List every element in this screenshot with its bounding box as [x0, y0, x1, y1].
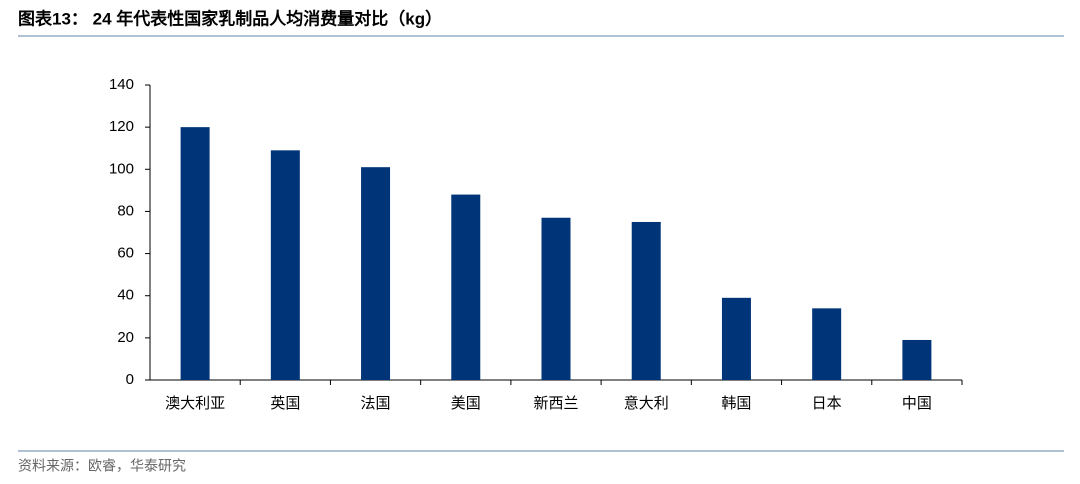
x-tick-label: 英国: [270, 394, 300, 412]
x-tick-label: 中国: [902, 395, 932, 412]
chart-title: 图表13： 24 年代表性国家乳制品人均消费量对比（kg）: [18, 8, 442, 28]
y-tick-label: 120: [109, 118, 134, 135]
x-tick-label: 法国: [361, 395, 391, 412]
x-tick-label: 日本: [812, 395, 842, 412]
x-tick-label: 澳大利亚: [165, 395, 225, 412]
bar: [631, 221, 661, 380]
x-tick-label: 美国: [451, 395, 481, 412]
y-tick-label: 40: [117, 287, 134, 304]
bar: [180, 127, 210, 381]
x-tick-label: 意大利: [624, 394, 669, 412]
y-tick-label: 20: [117, 329, 134, 346]
y-tick-label: 0: [126, 371, 134, 388]
bar: [270, 150, 300, 380]
bar: [361, 167, 391, 380]
y-tick-label: 60: [117, 245, 134, 262]
y-tick-label: 80: [117, 202, 134, 219]
bar: [541, 217, 571, 380]
x-tick-label: 韩国: [721, 395, 751, 412]
bar: [721, 297, 751, 380]
bar: [812, 308, 842, 380]
source-note: 资料来源：欧睿，华泰研究: [18, 458, 186, 474]
bar: [451, 194, 481, 380]
y-tick-label: 140: [109, 76, 134, 93]
y-tick-label: 100: [109, 160, 134, 177]
bar: [902, 339, 932, 380]
x-tick-label: 新西兰: [533, 395, 578, 412]
